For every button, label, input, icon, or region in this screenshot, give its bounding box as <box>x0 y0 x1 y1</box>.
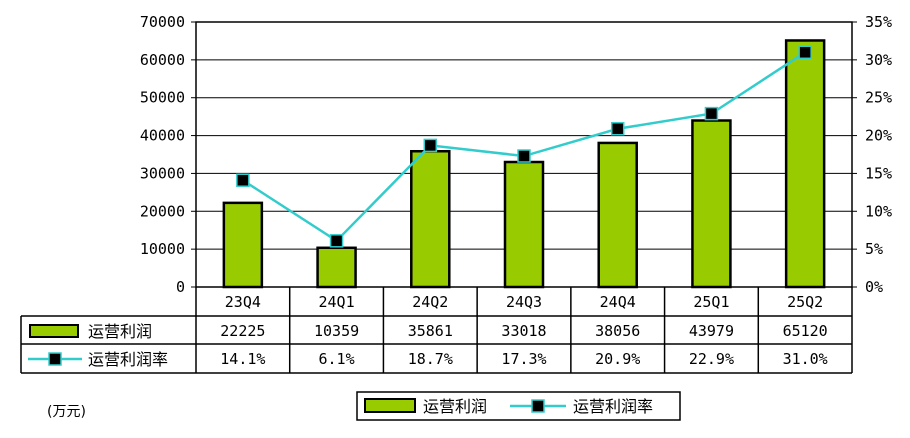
legend-marker-swatch <box>531 399 545 413</box>
y-right-tick-label: 30% <box>865 51 892 69</box>
table-row-name: 运营利润率 <box>88 350 168 369</box>
y-left-tick-label: 30000 <box>140 164 185 182</box>
table-marker-swatch <box>48 352 62 366</box>
category-label: 23Q4 <box>225 293 261 311</box>
marker-24Q2 <box>423 138 438 153</box>
legend-bar-label: 运营利润 <box>423 397 487 416</box>
line-data-label: 18.7% <box>408 350 453 368</box>
y-right-tick-label: 0% <box>865 278 883 296</box>
bar-data-label: 65120 <box>783 322 828 340</box>
marker-24Q3 <box>517 149 531 163</box>
legend-bar-swatch <box>364 398 416 413</box>
bar-25Q1 <box>691 119 732 289</box>
bar-series <box>222 39 826 289</box>
y-axis-right: 0% 5% 10% 15% 20% 25% 30% 35% <box>852 13 892 296</box>
y-left-tick-label: 10000 <box>140 240 185 258</box>
table-bar-swatch <box>29 324 79 338</box>
unit-label: (万元) <box>47 404 86 420</box>
line-data-label: 22.9% <box>689 350 734 368</box>
y-left-tick-label: 0 <box>176 278 185 296</box>
marker-24Q1 <box>329 234 344 248</box>
bar-24Q3 <box>503 160 545 289</box>
bar-data-label: 22225 <box>220 322 265 340</box>
y-left-tick-label: 40000 <box>140 127 185 145</box>
bar-data-label: 10359 <box>314 322 359 340</box>
bar-data-label: 38056 <box>595 322 640 340</box>
marker-25Q1 <box>704 106 719 121</box>
marker-25Q2 <box>798 45 812 60</box>
legend: 运营利润 运营利润率 <box>356 391 681 421</box>
bar-data-label: 43979 <box>689 322 734 340</box>
y-left-tick-label: 50000 <box>140 89 185 107</box>
table-row-name: 运营利润 <box>88 322 152 341</box>
bar-24Q2 <box>410 149 451 289</box>
category-label: 24Q3 <box>506 293 542 311</box>
line-series <box>236 45 812 248</box>
category-label: 24Q4 <box>600 293 636 311</box>
marker-23Q4 <box>236 173 250 187</box>
y-right-tick-label: 5% <box>865 240 883 258</box>
category-label: 24Q2 <box>412 293 448 311</box>
line-data-label: 31.0% <box>783 350 828 368</box>
line-data-label: 17.3% <box>501 350 546 368</box>
bar-data-label: 35861 <box>408 322 453 340</box>
y-left-tick-label: 70000 <box>140 13 185 31</box>
y-right-tick-label: 25% <box>865 89 892 107</box>
marker-24Q4 <box>610 122 625 136</box>
category-label: 25Q1 <box>693 293 729 311</box>
legend-line-label: 运营利润率 <box>573 397 653 416</box>
y-right-tick-label: 20% <box>865 127 892 145</box>
y-right-tick-label: 35% <box>865 13 892 31</box>
plot-frame <box>195 21 853 288</box>
bar-24Q4 <box>597 141 638 289</box>
line-data-label: 20.9% <box>595 350 640 368</box>
bar-data-label: 33018 <box>501 322 546 340</box>
line-data-label: 6.1% <box>319 350 355 368</box>
category-label: 24Q1 <box>319 293 355 311</box>
y-left-tick-label: 20000 <box>140 202 185 220</box>
category-label: 25Q2 <box>787 293 823 311</box>
line-data-label: 14.1% <box>220 350 265 368</box>
data-table: 23Q4 24Q1 24Q2 24Q3 24Q4 25Q1 25Q2 运营利润 22225 103… <box>20 287 853 374</box>
bar-24Q1 <box>316 246 357 289</box>
plot-border <box>195 21 853 288</box>
bar-23Q4 <box>222 201 264 289</box>
y-right-tick-label: 15% <box>865 164 892 182</box>
y-left-tick-label: 60000 <box>140 51 185 69</box>
y-right-tick-label: 10% <box>865 202 892 220</box>
bar-25Q2 <box>784 39 826 289</box>
y-axis-left: 0 10000 20000 30000 40000 50000 60000 70000 <box>140 13 196 296</box>
